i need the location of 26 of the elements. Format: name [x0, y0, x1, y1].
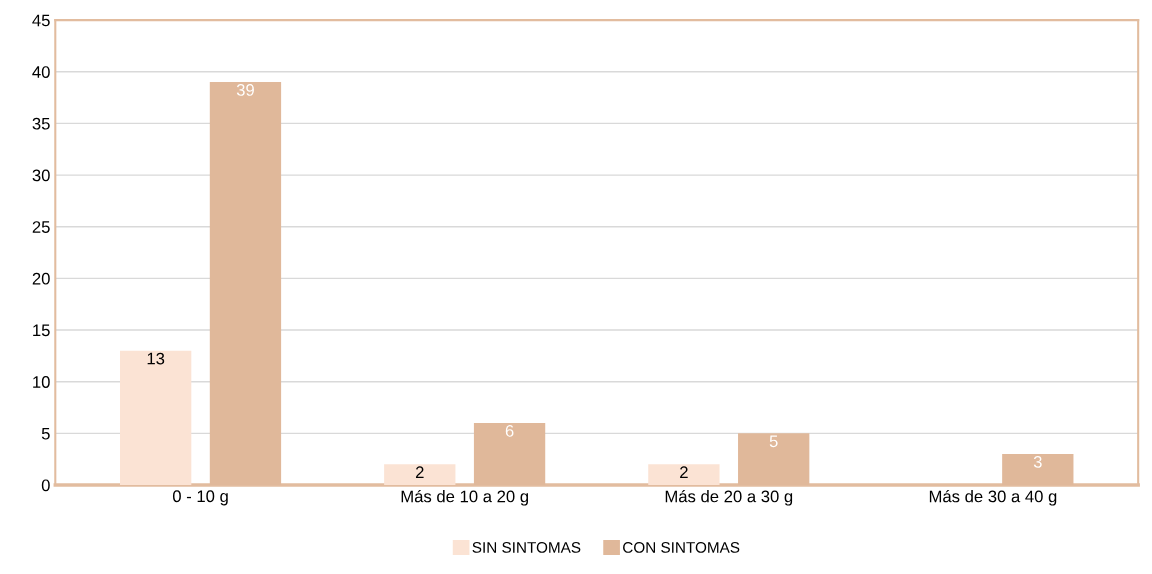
y-tick-label: 35 — [32, 117, 50, 130]
y-tick-label: 20 — [32, 272, 50, 285]
x-tick-label: Más de 30 a 40 g — [929, 489, 1057, 506]
data-label: 39 — [236, 84, 254, 96]
y-tick-label: 30 — [32, 169, 50, 182]
data-label: 2 — [680, 466, 688, 478]
x-tick-label: 0 - 10 g — [172, 490, 228, 506]
y-tick-label: 0 — [41, 479, 50, 492]
data-label: 3 — [1033, 456, 1042, 468]
bar — [648, 464, 720, 486]
x-tick-label: Más de 20 a 30 g — [665, 489, 793, 506]
data-label: 5 — [769, 435, 778, 448]
data-label: 2 — [415, 466, 424, 478]
bar — [120, 350, 192, 486]
legend-label: CON SINTOMAS — [623, 542, 740, 553]
y-tick-label: 15 — [33, 324, 50, 337]
y-tick-label: 45 — [32, 14, 50, 27]
y-tick-label: 5 — [41, 427, 50, 440]
legend-label: SIN SINTOMAS — [472, 542, 581, 553]
y-tick-label: 25 — [32, 221, 50, 233]
data-label: 6 — [505, 425, 514, 437]
y-tick-label: 10 — [33, 376, 50, 388]
bar — [384, 464, 456, 486]
y-tick-label: 40 — [32, 66, 50, 78]
x-tick-label: Más de 10 a 20 g — [401, 489, 529, 506]
data-label: 13 — [147, 352, 165, 365]
